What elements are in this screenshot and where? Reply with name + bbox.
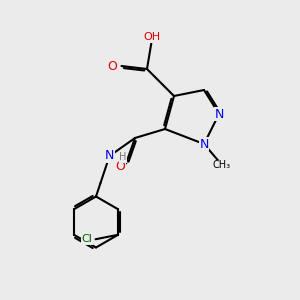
Text: O: O <box>108 59 117 73</box>
Text: Cl: Cl <box>81 234 92 244</box>
Text: N: N <box>105 149 114 163</box>
Text: CH₃: CH₃ <box>213 160 231 170</box>
Text: H: H <box>119 152 127 163</box>
Text: N: N <box>214 107 224 121</box>
Text: OH: OH <box>143 32 160 43</box>
Text: N: N <box>199 137 209 151</box>
Text: O: O <box>115 160 125 173</box>
